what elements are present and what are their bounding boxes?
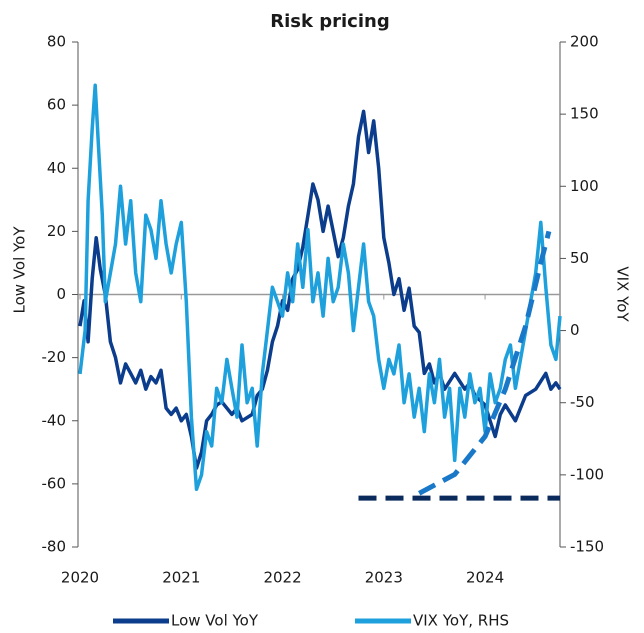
- y2-tick-label: 50: [570, 249, 589, 267]
- y2-tick-label: 100: [570, 177, 599, 195]
- y-tick-label: 0: [56, 285, 66, 303]
- y-tick-label: -60: [42, 474, 67, 492]
- y2-tick-label: -100: [570, 465, 604, 483]
- y-tick-label: -40: [42, 411, 67, 429]
- x-tick-label: 2022: [263, 569, 301, 587]
- y-tick-label: -20: [42, 348, 67, 366]
- y2-tick-label: 200: [570, 33, 599, 51]
- x-tick-label: 2024: [466, 569, 504, 587]
- y2-axis-label: VIX YoY: [614, 266, 632, 322]
- y-tick-label: -80: [42, 538, 67, 556]
- x-tick-label: 2023: [365, 569, 403, 587]
- y-axis-label: Low Vol YoY: [11, 226, 29, 314]
- y-tick-label: 20: [47, 222, 66, 240]
- y2-tick-label: -50: [570, 393, 595, 411]
- y-tick-label: 60: [47, 96, 66, 114]
- x-tick-label: 2020: [61, 569, 99, 587]
- y2-tick-label: -150: [570, 538, 604, 556]
- line-series: [78, 109, 562, 470]
- legend-label: Low Vol YoY: [171, 612, 259, 630]
- legend-label: VIX YoY, RHS: [413, 612, 509, 630]
- y2-tick-label: 150: [570, 105, 599, 123]
- y-tick-label: 80: [47, 33, 66, 51]
- y2-tick-label: 0: [570, 321, 580, 339]
- line-series: [78, 83, 562, 492]
- x-tick-label: 2021: [162, 569, 200, 587]
- chart-title: Risk pricing: [270, 11, 389, 32]
- trend-line: [418, 230, 552, 496]
- y-tick-label: 40: [47, 159, 66, 177]
